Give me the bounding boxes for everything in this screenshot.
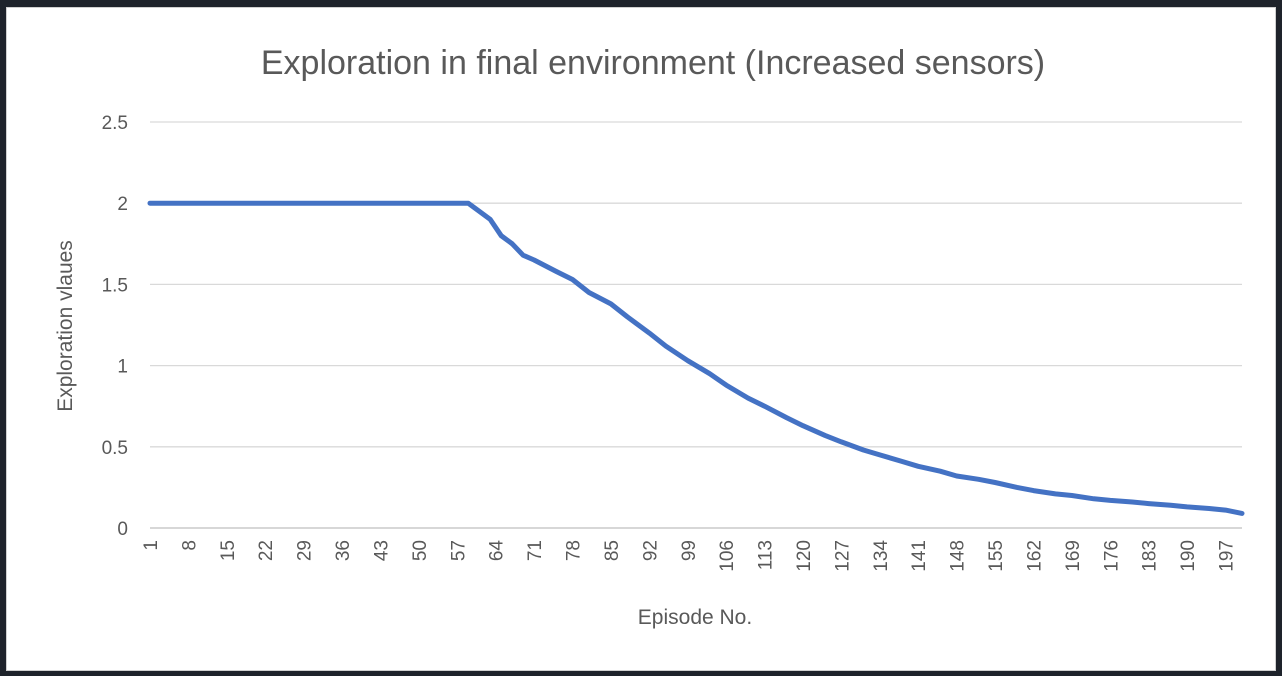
x-axis-label: Episode No. [638, 606, 752, 629]
x-tick-label: 120 [794, 540, 815, 572]
gridlines [150, 121, 1242, 448]
x-tick-label: 190 [1178, 540, 1199, 572]
x-axis-ticks: 1 8 15 22 29 36 43 50 57 64 71 78 85 92 99 106 113 120 127… [141, 540, 1238, 572]
x-tick-label: 162 [1024, 540, 1045, 572]
x-tick-label: 50 [410, 540, 431, 561]
x-tick-label: 64 [487, 540, 508, 562]
y-axis-label: Exploration vlaues [54, 240, 77, 412]
x-tick-label: 176 [1101, 540, 1122, 572]
y-tick-label: 1.5 [102, 275, 128, 296]
x-tick-label: 127 [832, 540, 853, 572]
x-tick-label: 85 [602, 540, 623, 561]
x-tick-label: 15 [218, 540, 239, 561]
y-tick-label: 1 [117, 357, 128, 378]
x-tick-label: 8 [179, 540, 200, 551]
x-tick-label: 183 [1140, 540, 1161, 572]
x-tick-label: 113 [756, 540, 777, 570]
x-tick-label: 92 [640, 540, 661, 561]
x-tick-label: 1 [141, 540, 162, 551]
y-tick-label: 2.5 [102, 113, 128, 134]
chart-container [6, 7, 1276, 671]
y-tick-label: 2 [117, 194, 128, 215]
x-tick-label: 169 [1063, 540, 1084, 572]
y-tick-label: 0.5 [102, 438, 128, 459]
x-tick-label: 197 [1217, 540, 1238, 572]
x-tick-label: 99 [679, 540, 700, 561]
y-tick-label: 0 [117, 519, 128, 540]
x-tick-label: 78 [564, 540, 585, 561]
y-axis-ticks: 0 0.5 1 1.5 2 2.5 [102, 113, 128, 540]
x-tick-label: 134 [871, 540, 892, 572]
x-tick-label: 71 [525, 540, 546, 561]
chart-title: Exploration in final environment (Increa… [261, 44, 1045, 82]
x-tick-label: 106 [717, 540, 738, 572]
x-tick-label: 141 [909, 540, 930, 572]
series-line [147, 200, 1245, 516]
x-tick-label: 22 [256, 540, 277, 561]
x-tick-label: 148 [948, 540, 969, 572]
x-tick-label: 57 [448, 540, 469, 561]
x-tick-label: 43 [371, 540, 392, 561]
x-tick-label: 29 [295, 540, 316, 561]
x-tick-label: 155 [986, 540, 1007, 572]
x-tick-label: 36 [333, 540, 354, 561]
